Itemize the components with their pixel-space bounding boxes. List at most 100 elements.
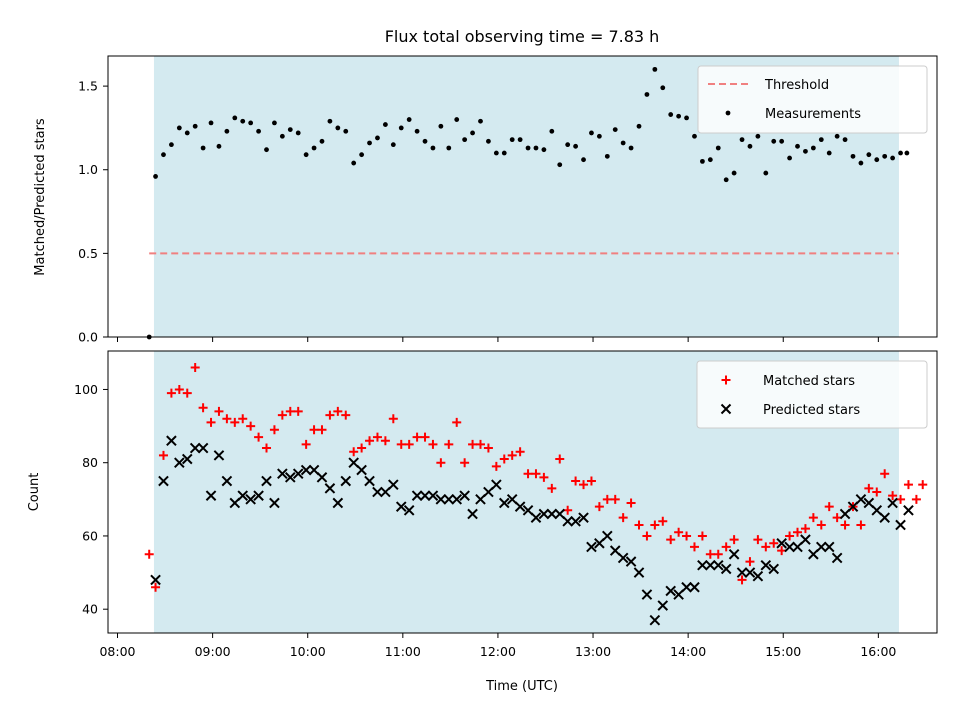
predicted-star-marker: [538, 508, 550, 520]
matched-star-marker: [412, 432, 422, 442]
measurement-point: [430, 145, 436, 151]
measurement-point: [414, 128, 420, 134]
measurement-point: [803, 148, 808, 154]
predicted-star-marker: [253, 490, 264, 501]
bottom-panel: 40 60 80 100 08:00 09:00 10:00 11:00 12:00 13:00…: [27, 350, 938, 694]
matched-star-marker: [301, 439, 311, 449]
measurement-point: [636, 123, 642, 129]
matched-star-marker: [918, 480, 928, 490]
matched-star-marker: [262, 443, 272, 453]
predicted-star-marker: [300, 464, 312, 476]
measurement-point: [604, 153, 610, 159]
matched-star-marker: [396, 439, 406, 449]
predicted-star-marker: [823, 541, 835, 553]
measurement-point: [596, 133, 602, 139]
matched-star-marker: [800, 524, 810, 534]
predicted-star-marker: [895, 519, 906, 531]
matched-star-marker: [277, 410, 287, 420]
matched-star-marker: [808, 513, 818, 523]
matched-star-marker: [547, 483, 557, 493]
predicted-star-marker: [277, 468, 288, 479]
measurement-point: [161, 152, 166, 158]
predicted-star-marker: [562, 515, 573, 527]
measurement-point: [842, 137, 848, 143]
measurement-point: [176, 125, 182, 131]
bottom-x-tick-label: 09:00: [195, 644, 231, 659]
top-legend: Threshold Measurements: [697, 65, 928, 134]
measurement-point: [375, 135, 380, 141]
bottom-xlabel: Time (UTC): [485, 679, 558, 694]
bottom-x-tick-label: 14:00: [670, 644, 706, 659]
matched-star-marker: [174, 384, 184, 394]
measurement-point: [406, 117, 412, 122]
measurement-point: [834, 133, 840, 139]
matched-star-marker: [531, 469, 541, 479]
matched-star-marker: [642, 531, 652, 541]
top-panel: 0.0 0.5 1.0 1.5 Matched/Predicted stars Thr…: [33, 55, 938, 345]
top-legend-box: [697, 65, 928, 134]
measurement-point: [256, 128, 261, 134]
matched-star-marker: [658, 516, 668, 526]
matched-star-marker: [206, 417, 216, 427]
matched-star-marker: [309, 425, 319, 435]
matched-star-marker: [626, 498, 636, 508]
matched-star-marker: [539, 472, 549, 482]
measurement-point: [660, 85, 666, 91]
matched-star-marker: [816, 520, 826, 530]
top-y-tick-label: 0.0: [78, 330, 98, 345]
matched-star-marker: [198, 403, 208, 413]
matched-star-marker: [499, 454, 509, 464]
measurement-point: [620, 140, 626, 146]
matched-star-marker: [666, 535, 676, 545]
measurement-point: [818, 137, 824, 143]
matched-star-marker: [238, 414, 248, 424]
predicted-star-marker: [736, 567, 748, 578]
measurement-point: [462, 137, 468, 143]
measurement-point: [795, 143, 800, 149]
measurement-point: [866, 152, 872, 158]
matched-star-marker: [468, 439, 478, 449]
predicted-star-marker: [205, 490, 217, 501]
matched-star-marker: [602, 494, 612, 504]
measurement-point: [184, 130, 190, 136]
predicted-star-marker: [649, 614, 661, 626]
matched-star-marker: [840, 520, 850, 530]
measurement-point: [850, 153, 856, 159]
matched-star-marker: [888, 491, 898, 501]
predicted-star-marker: [760, 559, 772, 571]
matched-star-marker: [515, 447, 525, 457]
legend-predicted-label: Predicted stars: [763, 403, 860, 418]
bottom-x-tick-label: 11:00: [385, 644, 421, 659]
matched-star-marker: [682, 531, 692, 541]
matched-star-marker: [761, 542, 771, 552]
matched-star-marker: [705, 549, 715, 559]
matched-star-marker: [737, 575, 747, 585]
measurement-point: [303, 152, 309, 158]
predicted-star-marker: [641, 589, 653, 600]
measurement-point: [715, 145, 721, 151]
predicted-star-marker: [887, 497, 898, 509]
measurement-point: [438, 123, 444, 129]
matched-star-marker: [349, 447, 359, 457]
matched-star-marker: [372, 432, 382, 442]
matched-star-marker: [872, 487, 882, 497]
matched-star-marker: [785, 531, 795, 541]
matched-star-marker: [697, 531, 707, 541]
legend-measurement-label: Measurements: [765, 107, 861, 122]
measurement-point: [327, 118, 333, 124]
matched-star-marker: [144, 549, 154, 559]
measurement-point: [517, 137, 523, 143]
matched-star-marker: [285, 406, 295, 416]
predicted-star-marker: [712, 559, 724, 571]
measurement-point: [755, 133, 761, 139]
predicted-star-marker: [158, 475, 169, 487]
predicted-star-marker: [697, 559, 708, 571]
predicted-star-marker: [681, 581, 692, 593]
predicted-star-marker: [903, 505, 914, 516]
measurement-point: [382, 122, 388, 127]
measurement-point: [787, 155, 792, 161]
matched-star-marker: [793, 527, 803, 537]
measurement-point: [224, 128, 230, 134]
measurement-point: [153, 174, 158, 179]
